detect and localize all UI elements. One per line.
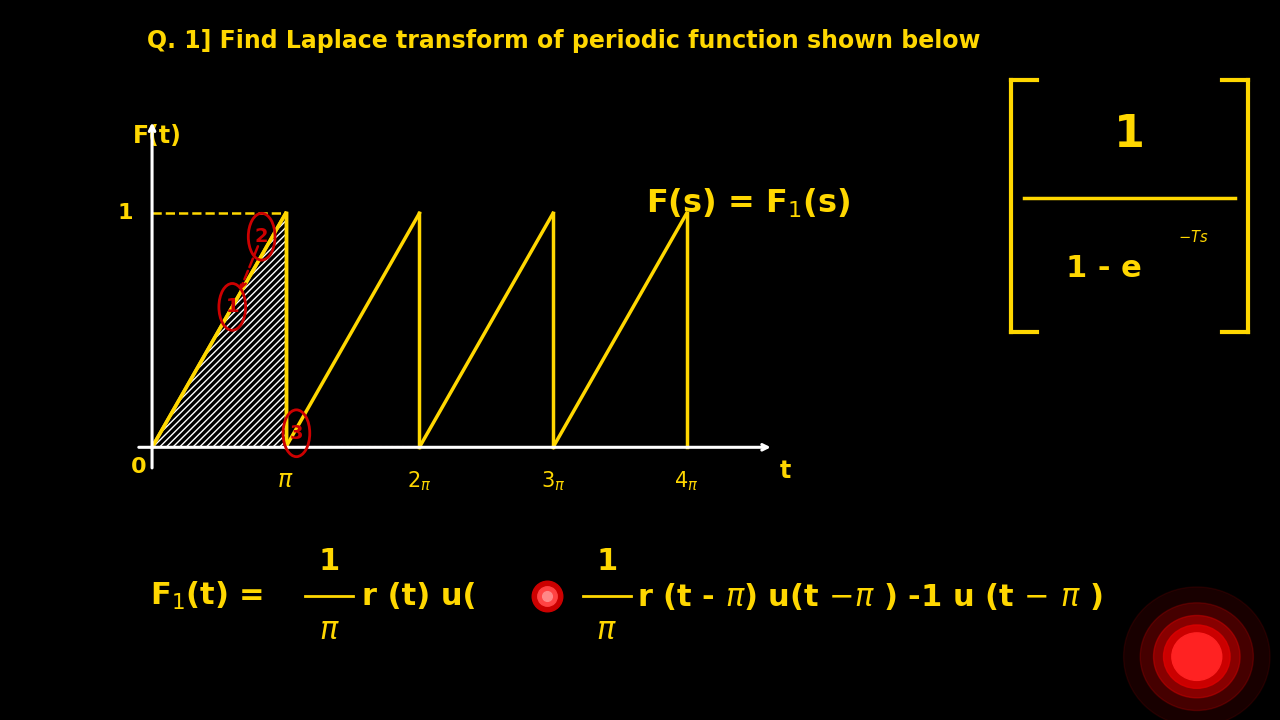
Text: 1: 1 (225, 297, 239, 316)
Text: $4_\pi$: $4_\pi$ (675, 469, 699, 492)
Circle shape (1140, 603, 1253, 711)
Text: r (t) u(: r (t) u( (362, 582, 476, 611)
Text: 1: 1 (1114, 114, 1146, 156)
Text: $\pi$: $\pi$ (596, 616, 617, 645)
Circle shape (1124, 587, 1270, 720)
Text: Q. 1] Find Laplace transform of periodic function shown below: Q. 1] Find Laplace transform of periodic… (147, 29, 980, 53)
Circle shape (1164, 625, 1230, 688)
Text: F(s) = F$_1$(s): F(s) = F$_1$(s) (646, 186, 850, 220)
Text: t: t (781, 459, 791, 482)
Text: $^{-Ts}$: $^{-Ts}$ (1179, 232, 1208, 251)
Text: 1: 1 (596, 547, 617, 576)
Text: 3: 3 (289, 424, 303, 443)
Text: F$_1$(t) =: F$_1$(t) = (150, 580, 266, 612)
Text: r (t - $\pi$) u(t $-\pi$ ) -1 u (t $-$ $\pi$ ): r (t - $\pi$) u(t $-\pi$ ) -1 u (t $-$ $… (637, 580, 1102, 612)
Text: F(t): F(t) (133, 125, 182, 148)
Text: $\pi$: $\pi$ (319, 616, 339, 645)
Circle shape (1172, 633, 1221, 680)
Text: 0: 0 (131, 457, 146, 477)
Circle shape (1153, 616, 1240, 698)
Text: $2_\pi$: $2_\pi$ (407, 469, 431, 492)
Text: 1: 1 (319, 547, 340, 576)
Text: 1: 1 (118, 203, 133, 223)
Text: $\pi$: $\pi$ (278, 468, 294, 492)
Text: 2: 2 (255, 228, 269, 246)
Text: 1 - e: 1 - e (1066, 254, 1142, 284)
Text: $3_\pi$: $3_\pi$ (540, 469, 566, 492)
